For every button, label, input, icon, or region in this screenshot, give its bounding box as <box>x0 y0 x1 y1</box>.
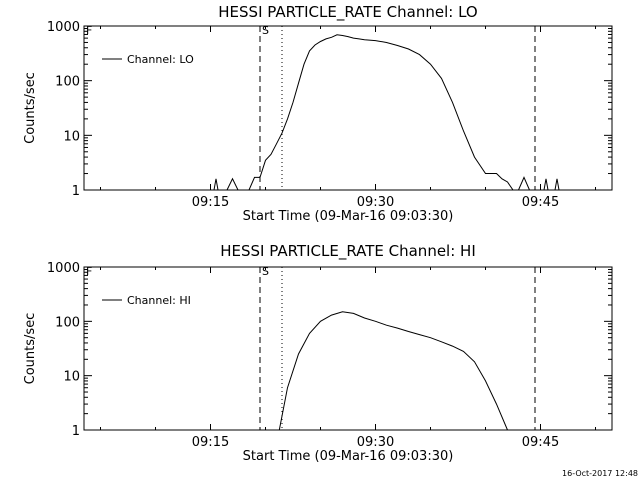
chart-title: HESSI PARTICLE_RATE Channel: HI <box>220 242 476 261</box>
x-tick-label: 09:45 <box>522 195 559 210</box>
chart-panel-hi: HESSI PARTICLE_RATE Channel: HI 09:15 09:3… <box>23 242 613 464</box>
series-spike <box>213 178 219 191</box>
series-line <box>226 34 601 191</box>
y-tick-label: 1 <box>72 424 80 439</box>
series-line <box>278 311 508 431</box>
x-tick-label: 09:15 <box>192 435 229 450</box>
y-tick-label: 100 <box>55 75 80 90</box>
y-tick-label: 10 <box>63 370 80 385</box>
y-tick-label: 100 <box>55 315 80 330</box>
x-axis-label: Start Time (09-Mar-16 09:03:30) <box>243 209 454 224</box>
x-tick-label: 09:30 <box>357 195 394 210</box>
event-marker-label: F <box>86 24 92 37</box>
x-axis-label: Start Time (09-Mar-16 09:03:30) <box>243 449 454 464</box>
y-tick-label: 10 <box>63 129 80 144</box>
x-tick-label: 09:45 <box>522 435 559 450</box>
y-tick-label: 1000 <box>47 261 80 276</box>
series-spike <box>543 178 549 191</box>
x-tick-label: 09:15 <box>192 195 229 210</box>
legend-label: Channel: LO <box>127 53 194 66</box>
chart-panel-lo: HESSI PARTICLE_RATE Channel: LO 09:15 09:3… <box>23 3 613 224</box>
event-marker-label: S <box>262 265 269 278</box>
y-tick-label: 1000 <box>47 20 80 35</box>
y-tick-label: 1 <box>72 184 80 199</box>
plot-frame <box>83 25 613 191</box>
y-axis-label: Counts/sec <box>23 72 38 144</box>
event-marker-label: S <box>262 24 269 37</box>
plot-frame <box>83 266 613 431</box>
legend-label: Channel: HI <box>127 294 191 307</box>
x-tick-label: 09:30 <box>357 435 394 450</box>
event-marker-label: F <box>86 265 92 278</box>
footer-timestamp: 16-Oct-2017 12:48 <box>562 469 638 478</box>
series-spike <box>554 178 560 191</box>
y-axis-label: Counts/sec <box>23 313 38 385</box>
chart-title: HESSI PARTICLE_RATE Channel: LO <box>218 3 477 22</box>
